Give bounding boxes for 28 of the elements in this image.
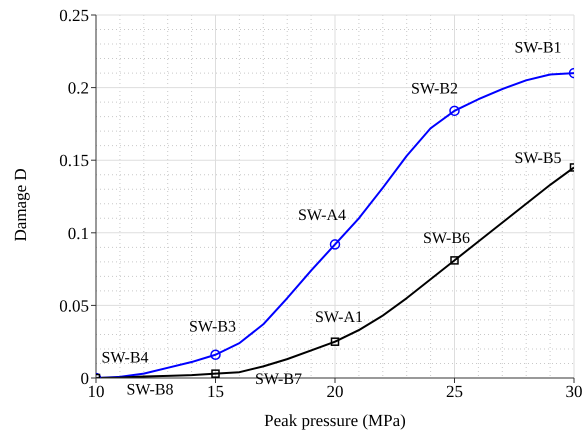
annotation: SW-B4 [101, 350, 149, 366]
annotation: SW-B3 [188, 318, 236, 336]
y-tick-label: 0.1 [68, 224, 89, 243]
y-tick-label: 0.25 [59, 6, 89, 26]
x-axis-title: Peak pressure (MPa) [264, 411, 406, 430]
annotation: SW-A4 [298, 206, 346, 224]
annotation: SW-B2 [410, 80, 458, 98]
x-tick-label: 10 [88, 382, 104, 402]
x-tick-label: 15 [207, 382, 224, 402]
x-tick-label: 30 [566, 382, 582, 402]
point [449, 106, 460, 116]
point [330, 337, 340, 346]
point [450, 256, 459, 265]
y-tick-label: 0.2 [68, 78, 89, 98]
point [210, 350, 221, 360]
annotation: SW-B8 [126, 382, 174, 398]
point [330, 239, 340, 250]
y-tick-label: 0 [80, 369, 89, 388]
y-tick-label: 0.05 [59, 296, 89, 316]
annotation: SW-B6 [422, 230, 470, 247]
annotation: SW-B1 [514, 40, 562, 57]
x-tick-label: 25 [446, 382, 463, 402]
y-axis-title: Damage D [11, 168, 30, 242]
x-tick-label: 20 [326, 382, 344, 402]
annotation: SW-A1 [315, 309, 363, 326]
point [211, 369, 220, 378]
annotation: SW-B5 [514, 150, 562, 167]
y-tick-label: 0.15 [59, 151, 89, 170]
